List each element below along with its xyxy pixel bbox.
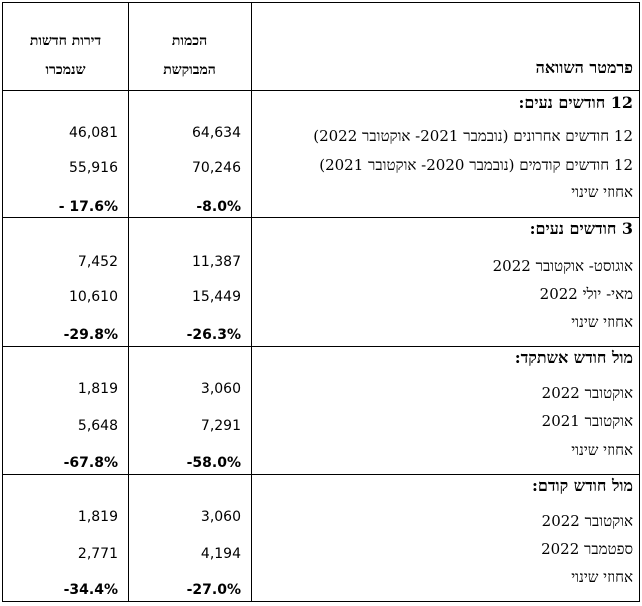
sold-value: 46,081 — [69, 125, 118, 141]
sold-pct: -67.8% — [63, 455, 118, 471]
requested-value: 3,060 — [200, 509, 241, 525]
header-sold-line2: שנמכרו — [45, 62, 86, 78]
sold-value: 1,819 — [77, 381, 118, 397]
requested-pct: -26.3% — [186, 327, 241, 343]
row-label: 12 חודשים אחרונים (נובמבר 2021- אוקטובר … — [313, 127, 633, 145]
row-label: 12 חודשים קודמים (נובמבר 2020- אוקטובר 2… — [319, 156, 633, 174]
header-param: פרמטר השוואה — [535, 58, 633, 77]
row-label: אחוזי שינוי — [571, 441, 633, 459]
requested-value: 7,291 — [200, 418, 241, 434]
requested-value: 4,194 — [200, 546, 241, 562]
column-divider — [251, 3, 252, 601]
requested-value: 64,634 — [192, 125, 241, 141]
row-label: אוקטובר 2022 — [541, 384, 633, 402]
sold-pct: -29.8% — [63, 327, 118, 343]
row-label: מאי- יולי 2022 — [539, 285, 633, 303]
requested-pct: -27.0% — [186, 582, 241, 598]
section-title: 12 חודשים נעים: — [518, 93, 633, 112]
column-divider — [128, 3, 129, 601]
sold-value: 2,771 — [77, 546, 118, 562]
section-title: מול חודש אשתקד: — [514, 348, 633, 367]
sold-value: 7,452 — [77, 254, 118, 270]
requested-value: 70,246 — [192, 160, 241, 176]
row-divider — [3, 217, 639, 218]
sold-pct: - 17.6% — [58, 199, 118, 215]
row-label: אוקטובר 2022 — [541, 512, 633, 530]
requested-value: 11,387 — [192, 254, 241, 270]
section-title: מול חודש קודם: — [531, 476, 633, 495]
row-label: ספטמבר 2022 — [541, 540, 633, 558]
row-label: אוגוסט- אוקטובר 2022 — [492, 257, 633, 275]
section-title: 3 חודשים נעים: — [529, 219, 633, 238]
sold-value: 1,819 — [77, 509, 118, 525]
row-divider — [3, 346, 639, 347]
header-requested-line1: הכמות — [171, 33, 208, 49]
header-sold-line1: דירות חדשות — [29, 33, 102, 49]
requested-pct: -58.0% — [186, 455, 241, 471]
row-label: אחוזי שינוי — [571, 313, 633, 331]
header-requested-line2: המבוקשת — [163, 62, 216, 78]
sold-pct: -34.4% — [63, 582, 118, 598]
row-label: אחוזי שינוי — [571, 568, 633, 586]
row-label: אוקטובר 2021 — [541, 412, 633, 430]
sold-value: 10,610 — [69, 289, 118, 305]
sold-value: 55,916 — [69, 160, 118, 176]
sold-value: 5,648 — [77, 418, 118, 434]
requested-value: 3,060 — [200, 381, 241, 397]
requested-value: 15,449 — [192, 289, 241, 305]
requested-pct: -8.0% — [196, 199, 241, 215]
row-divider — [3, 90, 639, 91]
row-divider — [3, 474, 639, 475]
row-label: אחוזי שינוי — [571, 183, 633, 201]
